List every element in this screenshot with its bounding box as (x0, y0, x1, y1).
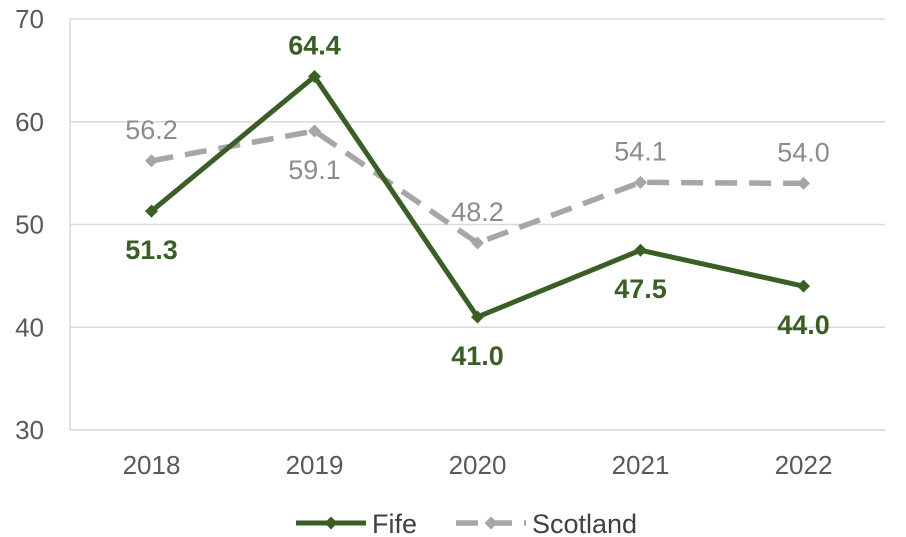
scotland-point (471, 236, 484, 250)
y-tick-label: 70 (15, 4, 44, 34)
fife-point (634, 243, 647, 257)
fife-data-label: 64.4 (288, 31, 341, 61)
scotland-legend-label: Scotland (532, 509, 637, 537)
gridlines (70, 18, 885, 431)
x-tick-label: 2020 (449, 450, 507, 480)
scotland-point (145, 154, 158, 168)
scotland-data-label: 48.2 (451, 197, 504, 227)
data-labels: 56.2 59.1 48.2 54.1 54.0 51.3 64.4 41.0 47.5 44.0 (125, 31, 830, 371)
fife-data-label: 51.3 (125, 235, 178, 265)
x-tick-label: 2018 (123, 450, 181, 480)
x-tick-label: 2021 (612, 450, 670, 480)
fife-point (797, 279, 810, 293)
fife-data-label: 41.0 (451, 341, 504, 371)
scotland-series-line (151, 128, 804, 246)
scotland-data-label: 54.1 (614, 136, 667, 166)
fife-data-label: 44.0 (777, 310, 830, 340)
x-axis: 2018 2019 2020 2021 2022 (123, 450, 833, 480)
fife-point (145, 204, 158, 218)
fife-point (471, 310, 484, 324)
legend: Fife Scotland (296, 509, 637, 537)
scotland-data-label: 56.2 (125, 115, 178, 145)
y-axis: 30 40 50 60 70 (15, 4, 71, 445)
y-tick-label: 50 (15, 210, 44, 240)
scotland-legend-marker (484, 516, 498, 530)
y-tick-label: 30 (15, 415, 44, 445)
scotland-point (634, 175, 647, 189)
y-tick-label: 60 (15, 107, 44, 137)
fife-legend-label: Fife (372, 509, 417, 537)
scotland-data-label: 54.0 (777, 137, 830, 167)
x-tick-label: 2019 (286, 450, 344, 480)
series-layer (145, 70, 810, 324)
fife-point (308, 70, 321, 84)
scotland-data-label: 59.1 (288, 155, 341, 185)
x-tick-label: 2022 (775, 450, 833, 480)
fife-data-label: 47.5 (614, 274, 667, 304)
scotland-point (308, 124, 321, 138)
y-tick-label: 40 (15, 312, 44, 342)
scotland-point (797, 176, 810, 190)
fife-legend-marker (324, 516, 338, 530)
